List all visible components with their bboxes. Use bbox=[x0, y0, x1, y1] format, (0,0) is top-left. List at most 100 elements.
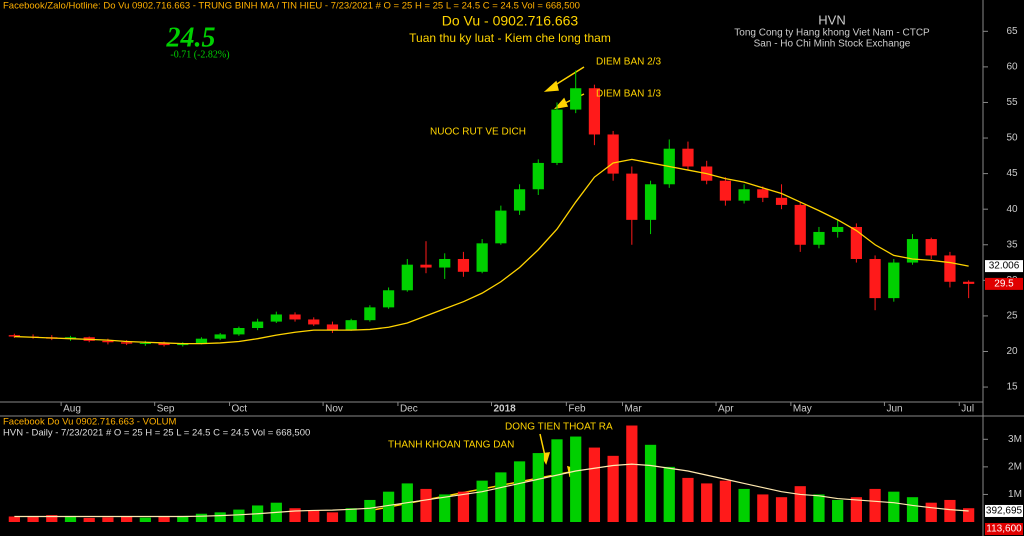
value-tag: 32.006 bbox=[989, 261, 1020, 272]
candle-body bbox=[682, 148, 694, 167]
candle-body bbox=[607, 134, 619, 174]
value-tag-box bbox=[985, 260, 1023, 273]
candle-body bbox=[588, 88, 601, 135]
candle-body bbox=[139, 342, 151, 344]
candle-body bbox=[813, 231, 825, 245]
volume-bar bbox=[775, 497, 788, 522]
candle-body bbox=[233, 328, 245, 335]
arrow bbox=[539, 433, 546, 457]
candle-body bbox=[719, 180, 732, 201]
volume-bar bbox=[420, 488, 432, 522]
volume-bar bbox=[121, 516, 133, 522]
candle-body bbox=[177, 343, 189, 346]
volume-bar bbox=[8, 516, 20, 522]
symbol: HVN bbox=[818, 12, 845, 27]
y-tick-label: 20 bbox=[1006, 346, 1018, 357]
candle-body bbox=[289, 314, 301, 320]
company: Tong Cong ty Hang khong Viet Nam - CTCP bbox=[734, 28, 930, 39]
volume-bar bbox=[195, 513, 208, 522]
candle-body bbox=[251, 321, 264, 329]
volume-bar bbox=[513, 461, 526, 522]
y-tick-label: 65 bbox=[1006, 26, 1018, 37]
volume-bar bbox=[906, 497, 919, 522]
value-tag-box bbox=[985, 277, 1023, 290]
volume-bar bbox=[83, 517, 95, 522]
candle-body bbox=[626, 173, 638, 220]
volume-bar bbox=[476, 480, 488, 522]
annotation: DIEM BAN 1/3 bbox=[596, 89, 661, 100]
moving-average bbox=[14, 158, 969, 345]
volume-bar bbox=[382, 491, 395, 522]
arrow-head bbox=[553, 97, 569, 110]
candle-body bbox=[326, 324, 339, 331]
candle-body bbox=[102, 340, 114, 343]
volume-bar bbox=[345, 508, 357, 522]
volume-bar bbox=[570, 436, 582, 522]
candle-body bbox=[364, 307, 376, 321]
candle-body bbox=[308, 319, 320, 325]
price-change: -0.71 (-2.82%) bbox=[170, 49, 229, 60]
y-tick-label: 60 bbox=[1006, 62, 1018, 73]
volume-header: Facebook Do Vu 0902.716.663 - VOLUM bbox=[3, 417, 176, 428]
y-tick-label: 2M bbox=[1008, 462, 1022, 473]
volume-bar bbox=[925, 502, 937, 522]
value-tag-box bbox=[985, 504, 1023, 517]
candle-body bbox=[457, 258, 470, 272]
candle-body bbox=[532, 162, 544, 190]
candle-body bbox=[121, 342, 133, 344]
candle-body bbox=[794, 204, 806, 245]
exchange: San - Ho Chi Minh Stock Exchange bbox=[754, 39, 911, 50]
volume-bar bbox=[139, 517, 151, 522]
volume-bar bbox=[757, 494, 769, 522]
x-tick-label: Mar bbox=[624, 404, 642, 415]
candle-body bbox=[869, 258, 881, 299]
annotation: THANH KHOAN TANG DAN bbox=[388, 440, 514, 451]
candle-body bbox=[644, 184, 657, 220]
value-tag-box bbox=[985, 523, 1023, 535]
candle-body bbox=[382, 290, 395, 308]
volume-bar bbox=[233, 509, 245, 522]
y-tick-label: 35 bbox=[1006, 239, 1018, 250]
candle-body bbox=[850, 226, 862, 259]
volume-bar bbox=[457, 491, 470, 522]
volume-bar bbox=[869, 488, 881, 522]
volume-bar bbox=[551, 439, 563, 522]
volume-bar bbox=[308, 510, 320, 522]
volume-bar bbox=[682, 477, 694, 522]
volume-bar bbox=[364, 499, 376, 522]
volume-bar bbox=[963, 508, 975, 522]
x-tick-label: Dec bbox=[400, 404, 418, 415]
volume-bar bbox=[663, 466, 675, 522]
volume-bar bbox=[214, 512, 226, 522]
subtitle: Tuan thu ky luat - Kiem che long tham bbox=[409, 31, 611, 45]
annotation: NUOC RUT VE DICH bbox=[430, 127, 526, 138]
volume-bar bbox=[439, 494, 451, 522]
x-tick-label: Jul bbox=[961, 404, 974, 415]
volume-bar bbox=[158, 517, 170, 522]
volume-bar bbox=[27, 517, 39, 522]
arrow-head bbox=[543, 80, 559, 92]
candle-body bbox=[775, 197, 788, 205]
value-tag: 29.5 bbox=[994, 279, 1014, 290]
candle-body bbox=[513, 189, 526, 211]
volume-bar bbox=[532, 453, 544, 522]
y-tick-label: 45 bbox=[1006, 168, 1018, 179]
volume-bar bbox=[289, 508, 301, 522]
last-price: 24.5 bbox=[166, 22, 216, 53]
volume-bar bbox=[588, 447, 601, 522]
candle-body bbox=[64, 337, 77, 339]
candle-body bbox=[439, 258, 451, 268]
volume-bar bbox=[719, 480, 732, 522]
x-tick-label: Feb bbox=[568, 404, 586, 415]
volume-subheader: HVN - Daily - 7/23/2021 # O = 25 H = 25 … bbox=[3, 428, 310, 439]
volume-bar bbox=[813, 494, 825, 522]
volume-bar bbox=[326, 512, 339, 522]
candle-body bbox=[963, 281, 975, 284]
volume-bar bbox=[177, 515, 189, 522]
x-tick-label: Nov bbox=[325, 404, 343, 415]
arrow bbox=[551, 66, 585, 88]
candle-body bbox=[738, 189, 750, 201]
y-tick-label: 1M bbox=[1008, 489, 1022, 500]
